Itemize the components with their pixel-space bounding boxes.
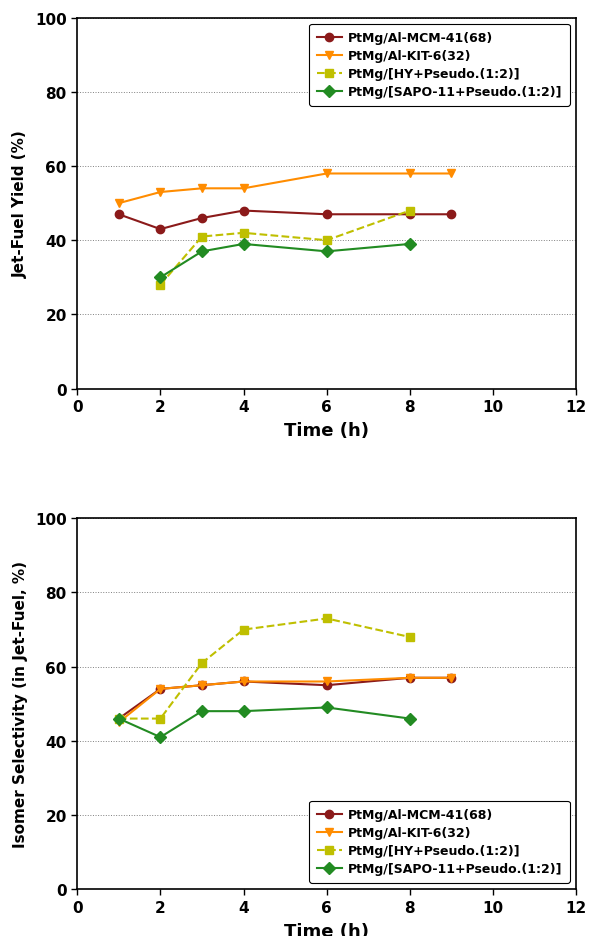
PtMg/Al-MCM-41(68) xyxy=(323,680,330,691)
PtMg/[SAPO-11+Pseudo.(1:2)] xyxy=(323,702,330,713)
Line: PtMg/[SAPO-11+Pseudo.(1:2)]: PtMg/[SAPO-11+Pseudo.(1:2)] xyxy=(156,241,414,282)
PtMg/Al-KIT-6(32) xyxy=(240,676,247,687)
PtMg/[HY+Pseudo.(1:2)] xyxy=(115,713,122,724)
X-axis label: Time (h): Time (h) xyxy=(284,421,369,439)
PtMg/[HY+Pseudo.(1:2)] xyxy=(157,280,164,291)
PtMg/[SAPO-11+Pseudo.(1:2)] xyxy=(198,706,206,717)
PtMg/[SAPO-11+Pseudo.(1:2)] xyxy=(406,713,413,724)
PtMg/Al-KIT-6(32) xyxy=(323,168,330,180)
X-axis label: Time (h): Time (h) xyxy=(284,922,369,936)
PtMg/Al-KIT-6(32) xyxy=(448,168,455,180)
PtMg/[HY+Pseudo.(1:2)] xyxy=(323,235,330,246)
PtMg/[HY+Pseudo.(1:2)] xyxy=(406,206,413,217)
PtMg/[SAPO-11+Pseudo.(1:2)] xyxy=(115,713,122,724)
PtMg/Al-KIT-6(32) xyxy=(115,198,122,210)
PtMg/Al-KIT-6(32) xyxy=(323,676,330,687)
PtMg/Al-KIT-6(32) xyxy=(157,683,164,695)
PtMg/Al-MCM-41(68) xyxy=(406,672,413,683)
PtMg/[SAPO-11+Pseudo.(1:2)] xyxy=(198,246,206,257)
PtMg/[SAPO-11+Pseudo.(1:2)] xyxy=(157,732,164,743)
Line: PtMg/[SAPO-11+Pseudo.(1:2)]: PtMg/[SAPO-11+Pseudo.(1:2)] xyxy=(115,704,414,741)
PtMg/[HY+Pseudo.(1:2)] xyxy=(198,658,206,669)
PtMg/Al-KIT-6(32) xyxy=(406,168,413,180)
PtMg/Al-MCM-41(68) xyxy=(198,213,206,225)
PtMg/Al-KIT-6(32) xyxy=(240,183,247,195)
PtMg/[HY+Pseudo.(1:2)] xyxy=(198,231,206,242)
PtMg/Al-MCM-41(68) xyxy=(115,713,122,724)
Line: PtMg/[HY+Pseudo.(1:2)]: PtMg/[HY+Pseudo.(1:2)] xyxy=(156,207,414,289)
PtMg/Al-MCM-41(68) xyxy=(115,210,122,221)
Legend: PtMg/Al-MCM-41(68), PtMg/Al-KIT-6(32), PtMg/[HY+Pseudo.(1:2)], PtMg/[SAPO-11+Pse: PtMg/Al-MCM-41(68), PtMg/Al-KIT-6(32), P… xyxy=(309,25,570,107)
PtMg/Al-MCM-41(68) xyxy=(240,206,247,217)
PtMg/Al-KIT-6(32) xyxy=(198,183,206,195)
Legend: PtMg/Al-MCM-41(68), PtMg/Al-KIT-6(32), PtMg/[HY+Pseudo.(1:2)], PtMg/[SAPO-11+Pse: PtMg/Al-MCM-41(68), PtMg/Al-KIT-6(32), P… xyxy=(309,801,570,883)
PtMg/[HY+Pseudo.(1:2)] xyxy=(240,228,247,240)
Line: PtMg/[HY+Pseudo.(1:2)]: PtMg/[HY+Pseudo.(1:2)] xyxy=(115,615,414,723)
PtMg/Al-MCM-41(68) xyxy=(323,210,330,221)
PtMg/[SAPO-11+Pseudo.(1:2)] xyxy=(157,272,164,284)
PtMg/Al-KIT-6(32) xyxy=(406,672,413,683)
PtMg/Al-KIT-6(32) xyxy=(115,717,122,728)
Y-axis label: Jet-Fuel Yield (%): Jet-Fuel Yield (%) xyxy=(13,130,28,278)
PtMg/Al-MCM-41(68) xyxy=(406,210,413,221)
PtMg/Al-KIT-6(32) xyxy=(157,187,164,198)
PtMg/[SAPO-11+Pseudo.(1:2)] xyxy=(323,246,330,257)
PtMg/[HY+Pseudo.(1:2)] xyxy=(240,624,247,636)
PtMg/[HY+Pseudo.(1:2)] xyxy=(157,713,164,724)
PtMg/[HY+Pseudo.(1:2)] xyxy=(406,632,413,643)
PtMg/[SAPO-11+Pseudo.(1:2)] xyxy=(240,706,247,717)
Line: PtMg/Al-KIT-6(32): PtMg/Al-KIT-6(32) xyxy=(115,674,456,726)
PtMg/Al-MCM-41(68) xyxy=(448,672,455,683)
Line: PtMg/Al-MCM-41(68): PtMg/Al-MCM-41(68) xyxy=(115,674,456,723)
PtMg/Al-MCM-41(68) xyxy=(157,683,164,695)
PtMg/Al-KIT-6(32) xyxy=(198,680,206,691)
PtMg/Al-MCM-41(68) xyxy=(240,676,247,687)
PtMg/Al-MCM-41(68) xyxy=(448,210,455,221)
Line: PtMg/Al-MCM-41(68): PtMg/Al-MCM-41(68) xyxy=(115,207,456,234)
PtMg/Al-KIT-6(32) xyxy=(448,672,455,683)
Y-axis label: Isomer Selectivity (in Jet-Fuel, %): Isomer Selectivity (in Jet-Fuel, %) xyxy=(13,561,28,847)
PtMg/Al-MCM-41(68) xyxy=(157,225,164,236)
PtMg/[SAPO-11+Pseudo.(1:2)] xyxy=(406,239,413,250)
PtMg/[HY+Pseudo.(1:2)] xyxy=(323,613,330,624)
PtMg/Al-MCM-41(68) xyxy=(198,680,206,691)
Line: PtMg/Al-KIT-6(32): PtMg/Al-KIT-6(32) xyxy=(115,170,456,208)
PtMg/[SAPO-11+Pseudo.(1:2)] xyxy=(240,239,247,250)
